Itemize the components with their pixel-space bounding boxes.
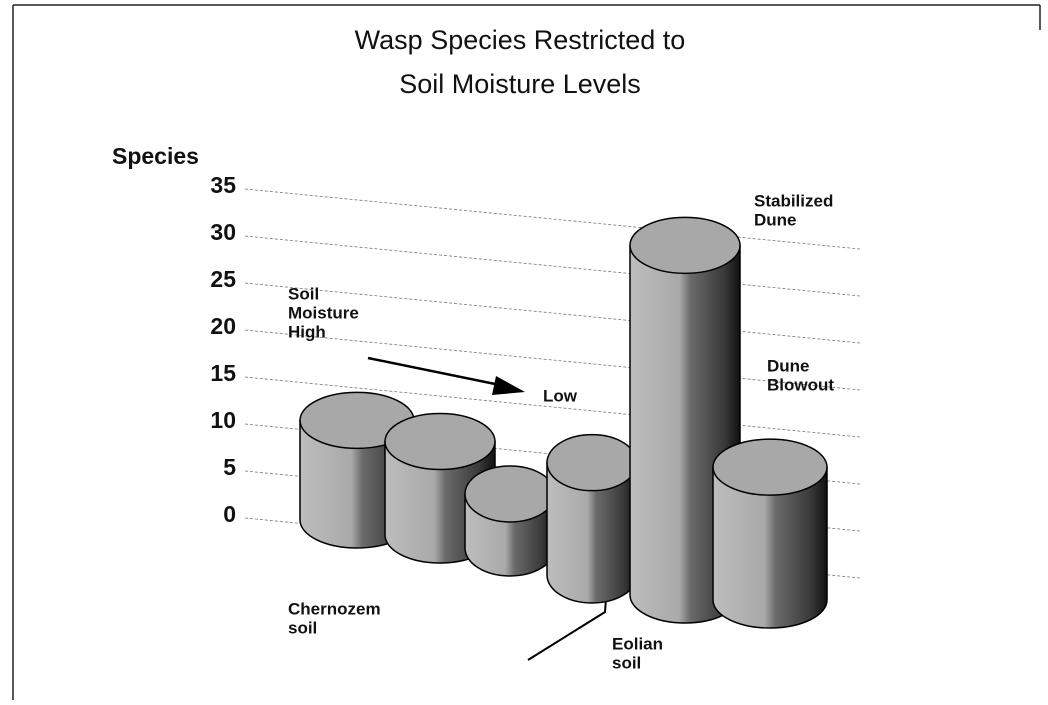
y-tick-label: 15 [210,360,236,386]
grid-line [244,376,861,438]
y-tick-label: 35 [210,172,236,198]
y-tick-label: 5 [223,454,236,480]
annotation: soil [612,653,641,672]
arrow-head [492,376,525,395]
bar [464,465,556,577]
bar [712,438,828,629]
annotation: Stabilized [754,191,833,210]
bar-top [712,438,828,496]
grid-line [244,282,861,344]
bar-top [629,216,741,275]
annotation: Chernozem [288,599,381,618]
bar-top [464,465,556,523]
bar [546,433,638,604]
annotation: High [288,322,326,341]
annotation: soil [288,618,317,637]
chart-title: Soil Moisture Levels [399,69,641,99]
annotation: Dune [754,210,797,229]
bar-top [546,433,638,492]
y-tick-label: 25 [210,266,236,292]
y-tick-label: 20 [210,313,236,339]
y-tick-label: 30 [210,219,236,245]
y-axis-label: Species [112,143,199,169]
annotation: Moisture [288,303,359,322]
bar-top [384,412,496,471]
grid-line [244,329,861,391]
bar-body [712,466,828,629]
grid-line [244,235,861,297]
y-tick-label: 0 [223,501,236,527]
arrow-shaft [367,356,501,387]
chart-title: Wasp Species Restricted to [355,25,686,55]
annotation: Soil [288,284,319,303]
annotation: Dune [767,356,810,375]
y-tick-label: 10 [210,407,236,433]
grid-line [244,188,861,250]
annotation: Low [543,386,578,405]
annotation: Eolian [612,634,663,653]
annotation: Blowout [767,375,834,394]
